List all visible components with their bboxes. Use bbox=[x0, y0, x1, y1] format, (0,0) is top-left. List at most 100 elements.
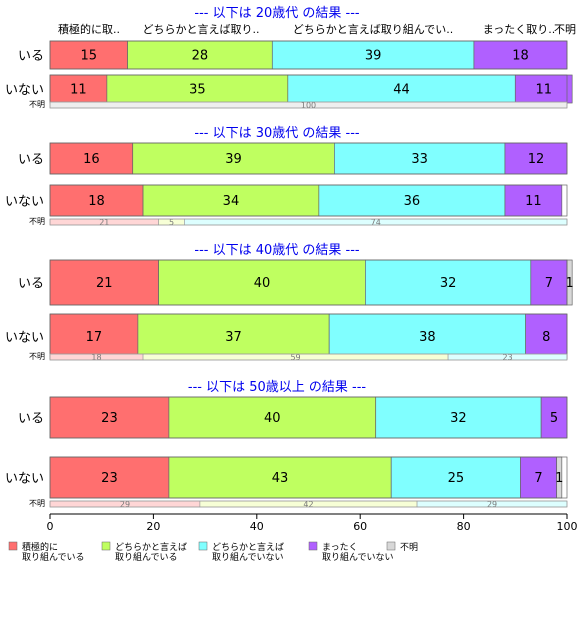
unknown-row-value-label: 59 bbox=[290, 353, 300, 362]
column-header: どちらかと言えば取り組んでい.. bbox=[293, 23, 453, 36]
unknown-row-value-label: 21 bbox=[99, 218, 109, 227]
bar-row-segment bbox=[520, 456, 558, 499]
bar-row-frame bbox=[49, 40, 568, 70]
unknown-row-value-label: 74 bbox=[371, 218, 381, 227]
unknown-row-value-label: 5 bbox=[169, 218, 174, 227]
row-label: いる bbox=[18, 277, 44, 292]
x-tick-label: 80 bbox=[457, 520, 471, 533]
bar-row-value-label: 39 bbox=[225, 152, 242, 167]
bar-row-value-label: 11 bbox=[525, 194, 542, 209]
bar-row-value-label: 34 bbox=[223, 194, 240, 209]
bar-row-value-label: 23 bbox=[101, 411, 118, 426]
bar-row-value-label: 35 bbox=[189, 83, 206, 98]
bar-row-value-label: 40 bbox=[254, 276, 271, 291]
legend-label: まったく bbox=[322, 542, 358, 553]
bar-row-segment bbox=[49, 396, 170, 439]
panel-title: --- 以下は 30歳代 の結果 --- bbox=[194, 126, 360, 141]
column-header: まったく取り.. bbox=[483, 23, 556, 36]
bar-row-value-label: 43 bbox=[272, 471, 289, 486]
panel-title: --- 以下は 50歳以上 の結果 --- bbox=[188, 380, 367, 395]
bar-row-value-label: 1 bbox=[565, 276, 573, 291]
bar-row-value-label: 28 bbox=[192, 49, 209, 64]
bar-row-segment bbox=[158, 259, 366, 306]
x-tick-label: 20 bbox=[146, 520, 160, 533]
row-label: いる bbox=[18, 412, 44, 427]
unknown-row-frame bbox=[49, 101, 568, 109]
bar-row-segment bbox=[142, 184, 320, 217]
bar-row-value-label: 18 bbox=[88, 194, 105, 209]
bar-row-value-label: 11 bbox=[70, 83, 87, 98]
legend-label: 積極的に bbox=[22, 541, 58, 553]
bar-row-frame bbox=[49, 142, 568, 175]
row-label: いない bbox=[5, 472, 44, 487]
unknown-row-value-label: 23 bbox=[502, 353, 512, 362]
row-label: いる bbox=[18, 49, 44, 64]
bar-row-value-label: 36 bbox=[404, 194, 421, 209]
bar-row-segment bbox=[127, 40, 273, 70]
panel-title: --- 以下は 20歳代 の結果 --- bbox=[194, 6, 360, 21]
legend-swatch bbox=[386, 541, 396, 551]
bar-row-segment bbox=[504, 142, 568, 175]
legend-swatch bbox=[8, 541, 18, 551]
bar-row-value-label: 17 bbox=[86, 330, 103, 345]
x-tick-label: 60 bbox=[353, 520, 367, 533]
bar-row-segment bbox=[365, 259, 532, 306]
bar-row-frame bbox=[49, 184, 568, 217]
bar-row-segment bbox=[504, 184, 563, 217]
bar-row-value-label: 7 bbox=[534, 471, 542, 486]
legend-label: 取り組んでいない bbox=[212, 551, 284, 563]
bar-row-value-label: 39 bbox=[365, 49, 382, 64]
unknown-row-frame bbox=[49, 500, 568, 508]
unknown-row-value-label: 18 bbox=[91, 353, 101, 362]
x-tick-label: 40 bbox=[250, 520, 264, 533]
unknown-row-frame bbox=[49, 353, 568, 361]
bar-row-segment bbox=[49, 456, 170, 499]
bar-row-frame bbox=[49, 456, 568, 499]
legend-label: 取り組んでいる bbox=[22, 551, 85, 563]
bar-row-value-label: 38 bbox=[419, 330, 436, 345]
unknown-row-label: 不明 bbox=[29, 352, 45, 361]
legend-swatch bbox=[308, 541, 318, 551]
legend-swatch bbox=[198, 541, 208, 551]
bar-row-value-label: 5 bbox=[550, 411, 558, 426]
panel-title: --- 以下は 40歳代 の結果 --- bbox=[194, 243, 360, 258]
bar-row-frame bbox=[49, 259, 568, 306]
unknown-row-value-label: 29 bbox=[120, 500, 130, 509]
legend-label: 取り組んでいる bbox=[115, 551, 178, 563]
row-label: いない bbox=[5, 83, 44, 98]
unknown-row-frame bbox=[49, 218, 568, 226]
column-header: 積極的に取.. bbox=[58, 22, 120, 36]
unknown-row-label: 不明 bbox=[29, 499, 45, 508]
bar-row-value-label: 21 bbox=[96, 276, 113, 291]
bar-row-segment bbox=[132, 142, 335, 175]
bar-row-value-label: 16 bbox=[83, 152, 100, 167]
unknown-row-value-label: 29 bbox=[487, 500, 497, 509]
bar-row-segment bbox=[49, 259, 159, 306]
bar-row-segment bbox=[514, 74, 573, 104]
bar-row-value-label: 25 bbox=[448, 471, 465, 486]
bar-row-value-label: 18 bbox=[512, 49, 529, 64]
legend-swatch bbox=[101, 541, 111, 551]
bar-row-value-label: 15 bbox=[81, 49, 98, 64]
bar-row-segment bbox=[328, 313, 526, 360]
unknown-row-value-label: 42 bbox=[303, 500, 313, 509]
unknown-row-label: 不明 bbox=[29, 217, 45, 226]
unknown-row-value-label: 100 bbox=[301, 101, 316, 110]
bar-row-segment bbox=[137, 313, 330, 360]
column-header: 不明 bbox=[554, 23, 576, 36]
unknown-row-label: 不明 bbox=[29, 100, 45, 109]
bar-row-segment bbox=[334, 142, 506, 175]
legend-label: どちらかと言えば bbox=[212, 541, 284, 553]
bar-row-segment bbox=[106, 74, 289, 104]
x-tick-label: 0 bbox=[47, 520, 54, 533]
bar-row-value-label: 32 bbox=[440, 276, 457, 291]
bar-row-value-label: 12 bbox=[528, 152, 545, 167]
bar-row-value-label: 1 bbox=[555, 471, 563, 486]
bar-row-value-label: 23 bbox=[101, 471, 118, 486]
column-header: どちらかと言えば取り.. bbox=[143, 23, 260, 36]
row-label: いる bbox=[18, 153, 44, 168]
bar-row-value-label: 32 bbox=[450, 411, 467, 426]
bar-row-value-label: 11 bbox=[535, 83, 552, 98]
bar-row-segment bbox=[49, 184, 144, 217]
